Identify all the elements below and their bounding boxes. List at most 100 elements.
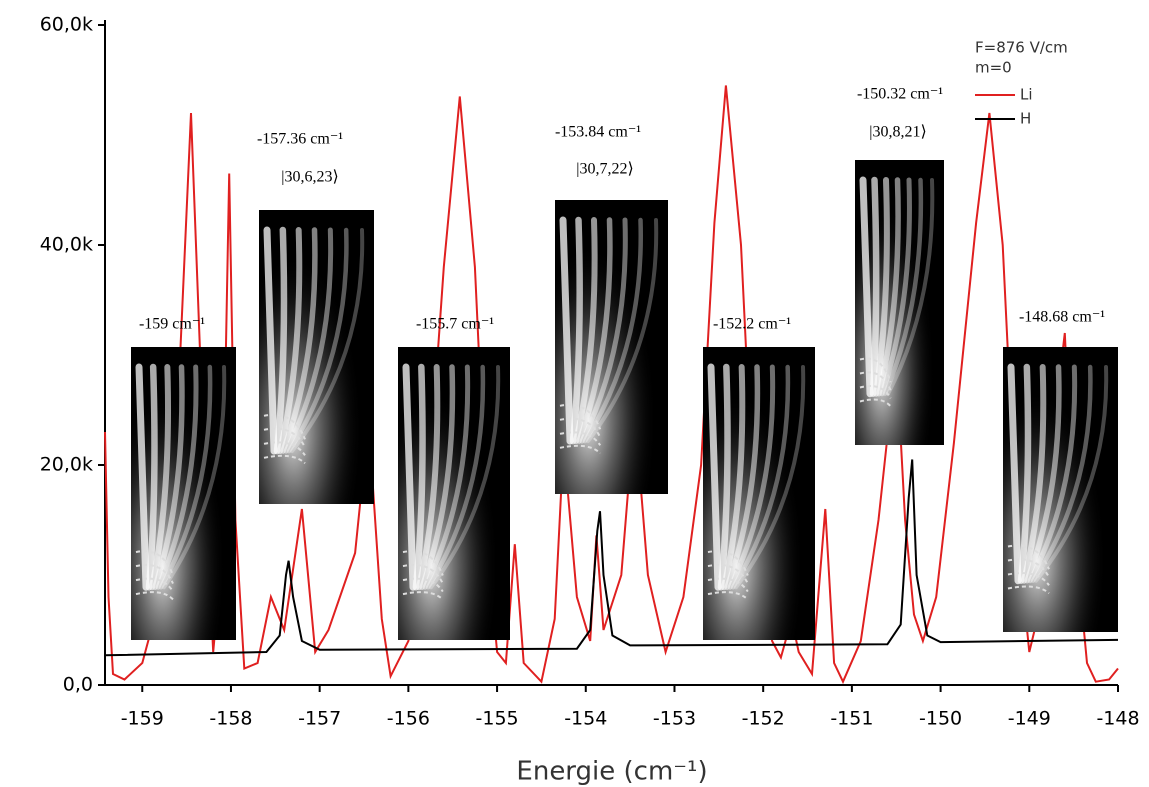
inset-image	[259, 210, 374, 504]
inset-arc	[402, 577, 444, 593]
annotation: -150.32 cm⁻¹	[857, 86, 943, 103]
inset-stripe	[263, 226, 278, 455]
inset-arc	[402, 591, 444, 601]
inset-arc	[135, 577, 174, 593]
annotation: -157.36 cm⁻¹	[257, 131, 343, 148]
x-tick-label: -150	[919, 708, 962, 730]
x-tick-label: -157	[298, 708, 341, 730]
inset-image	[398, 347, 510, 640]
annotation: |30,6,23⟩	[281, 169, 338, 186]
inset-stripe	[273, 226, 288, 455]
inset-image	[131, 347, 236, 640]
inset-image	[703, 347, 815, 640]
x-tick-label: -154	[564, 708, 607, 730]
inset-stripe	[280, 227, 318, 454]
x-axis-label: Energie (cm⁻¹)	[516, 757, 707, 787]
inset-stripe	[158, 364, 213, 590]
inset-stripe	[882, 177, 924, 396]
inset-arc	[135, 563, 174, 584]
inset-stripe	[1027, 364, 1078, 584]
y-tick-label: 60,0k	[40, 14, 93, 36]
inset-stripe	[290, 228, 365, 454]
inset-arc	[1007, 558, 1050, 578]
inset-arc	[707, 577, 749, 593]
x-tick-label: -152	[742, 708, 785, 730]
inset-stripe	[573, 217, 598, 445]
annotation: -148.68 cm⁻¹	[1019, 309, 1105, 326]
inset-stripe	[1024, 364, 1062, 584]
inset-arc	[402, 563, 444, 584]
inset-stripe	[559, 216, 574, 445]
inset-stripe	[734, 365, 806, 590]
inset-stripe	[149, 364, 171, 591]
series-line	[104, 85, 1119, 685]
annotation: -159 cm⁻¹	[139, 316, 205, 333]
annotation: |30,8,21⟩	[869, 124, 926, 141]
annotation: -152.2 cm⁻¹	[713, 316, 791, 333]
inset-arc	[135, 591, 174, 601]
inset-stripe	[876, 177, 901, 397]
inset-stripe	[721, 364, 746, 591]
x-tick-label: -148	[1096, 708, 1139, 730]
inset-stripe	[873, 177, 890, 397]
legend-label: Li	[1020, 86, 1033, 104]
inset-stripe	[1017, 363, 1032, 584]
x-tick-label: -153	[653, 708, 696, 730]
x-tick-label: -156	[387, 708, 430, 730]
x-tick-label: -155	[476, 708, 519, 730]
legend-label: H	[1020, 110, 1031, 128]
annotation: -155.7 cm⁻¹	[416, 316, 494, 333]
inset-stripe	[1021, 364, 1047, 584]
inset-stripe	[419, 364, 456, 591]
x-tick-label: -151	[830, 708, 873, 730]
inset-arc	[707, 563, 749, 584]
inset-arc	[859, 385, 892, 399]
inset-stripe	[586, 218, 659, 444]
inset-stripe	[1030, 364, 1093, 583]
annotation: |30,7,22⟩	[576, 161, 633, 178]
inset-stripe	[707, 363, 722, 591]
legend-note: F=876 V/cm	[975, 39, 1068, 57]
inset-stripe	[1034, 365, 1109, 583]
y-tick-label: 20,0k	[40, 454, 93, 476]
x-tick-label: -158	[209, 708, 252, 730]
inset-arc	[707, 591, 749, 601]
inset-image	[855, 160, 944, 445]
inset-arc	[559, 431, 602, 446]
inset-arc	[559, 444, 601, 455]
inset-stripe	[135, 363, 150, 591]
x-tick-label: -159	[121, 708, 164, 730]
inset-image	[555, 200, 668, 494]
inset-stripe	[717, 363, 731, 591]
inset-stripe	[582, 217, 644, 444]
inset-stripe	[162, 365, 227, 590]
inset-stripe	[412, 363, 426, 591]
inset-arc	[263, 427, 306, 448]
x-tick-label: -149	[1008, 708, 1051, 730]
inset-stripe	[879, 177, 912, 397]
inset-arc	[402, 550, 444, 576]
inset-stripe	[869, 176, 880, 397]
inset-stripe	[402, 363, 417, 591]
inset-stripe	[286, 227, 349, 454]
inset-stripe	[724, 364, 761, 591]
y-tick-label: 40,0k	[40, 234, 93, 256]
inset-stripe	[277, 227, 303, 455]
y-tick-label: 0,0	[63, 674, 93, 696]
series-line	[104, 459, 1119, 657]
inset-stripe	[886, 178, 935, 396]
inset-arc	[859, 371, 892, 391]
inset-stripe	[730, 364, 791, 590]
legend-note: m=0	[975, 59, 1012, 77]
inset-stripe	[416, 364, 441, 591]
inset-arc	[559, 417, 602, 438]
inset-stripe	[859, 176, 874, 398]
inset-stripe	[1007, 363, 1022, 585]
inset-arc	[135, 550, 174, 576]
annotation: -153.84 cm⁻¹	[555, 124, 641, 141]
inset-stripe	[576, 217, 613, 444]
inset-stripe	[429, 365, 501, 590]
inset-stripe	[425, 364, 486, 590]
inset-stripe	[145, 363, 158, 591]
